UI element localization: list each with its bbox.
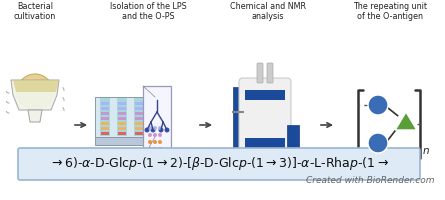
Text: n: n <box>423 146 429 156</box>
Circle shape <box>368 95 388 115</box>
FancyBboxPatch shape <box>257 63 263 83</box>
Text: $\rightarrow$6)-$\alpha$-D-Glc$\mathit{p}$-(1$\rightarrow$2)-[$\beta$-D-Glc$\mat: $\rightarrow$6)-$\alpha$-D-Glc$\mathit{p… <box>49 156 389 172</box>
FancyBboxPatch shape <box>245 138 285 152</box>
FancyBboxPatch shape <box>279 160 283 172</box>
FancyBboxPatch shape <box>239 78 291 166</box>
Text: The repeating unit
of the O-antigen: The repeating unit of the O-antigen <box>353 2 427 21</box>
FancyBboxPatch shape <box>117 98 127 136</box>
FancyBboxPatch shape <box>143 86 171 158</box>
FancyBboxPatch shape <box>101 132 109 135</box>
Text: Isolation of the LPS
and the O-PS: Isolation of the LPS and the O-PS <box>109 2 186 21</box>
FancyBboxPatch shape <box>100 98 110 136</box>
FancyBboxPatch shape <box>95 97 155 137</box>
Circle shape <box>148 133 152 137</box>
Circle shape <box>148 147 152 151</box>
FancyBboxPatch shape <box>118 117 126 120</box>
FancyBboxPatch shape <box>269 160 273 172</box>
FancyBboxPatch shape <box>101 122 109 125</box>
FancyBboxPatch shape <box>287 125 299 147</box>
FancyBboxPatch shape <box>267 63 273 83</box>
FancyBboxPatch shape <box>118 107 126 110</box>
FancyBboxPatch shape <box>101 102 109 105</box>
Text: Bacterial
cultivation: Bacterial cultivation <box>14 2 56 21</box>
FancyBboxPatch shape <box>101 127 109 130</box>
FancyBboxPatch shape <box>118 127 126 130</box>
FancyBboxPatch shape <box>118 132 126 135</box>
Circle shape <box>145 128 150 132</box>
Circle shape <box>158 128 163 132</box>
Circle shape <box>158 147 162 151</box>
Circle shape <box>153 126 157 130</box>
Circle shape <box>148 140 152 144</box>
FancyBboxPatch shape <box>118 112 126 115</box>
FancyBboxPatch shape <box>135 122 143 125</box>
Text: Chemical and NMR
analysis: Chemical and NMR analysis <box>230 2 306 21</box>
Circle shape <box>158 133 162 137</box>
FancyBboxPatch shape <box>245 90 285 100</box>
FancyBboxPatch shape <box>135 107 143 110</box>
Circle shape <box>153 147 157 151</box>
FancyBboxPatch shape <box>101 117 109 120</box>
FancyBboxPatch shape <box>247 160 251 172</box>
Circle shape <box>153 133 157 137</box>
Polygon shape <box>13 80 59 92</box>
Circle shape <box>158 126 162 130</box>
FancyBboxPatch shape <box>101 112 109 115</box>
FancyBboxPatch shape <box>101 107 109 110</box>
Circle shape <box>165 128 170 132</box>
FancyBboxPatch shape <box>135 127 143 130</box>
FancyBboxPatch shape <box>135 112 143 115</box>
FancyBboxPatch shape <box>258 160 262 172</box>
FancyBboxPatch shape <box>135 132 143 135</box>
FancyBboxPatch shape <box>18 148 420 180</box>
Polygon shape <box>28 110 42 122</box>
Polygon shape <box>395 112 417 130</box>
Polygon shape <box>11 80 59 110</box>
Circle shape <box>158 140 162 144</box>
Circle shape <box>150 128 155 132</box>
FancyBboxPatch shape <box>118 102 126 105</box>
Circle shape <box>17 74 53 110</box>
FancyBboxPatch shape <box>135 117 143 120</box>
FancyBboxPatch shape <box>134 98 144 136</box>
Circle shape <box>19 78 39 98</box>
FancyBboxPatch shape <box>233 87 243 152</box>
Circle shape <box>368 133 388 153</box>
FancyBboxPatch shape <box>135 102 143 105</box>
Circle shape <box>148 126 152 130</box>
Text: Created with BioRender.com: Created with BioRender.com <box>307 176 435 185</box>
Circle shape <box>153 140 157 144</box>
FancyBboxPatch shape <box>118 122 126 125</box>
FancyBboxPatch shape <box>95 137 155 145</box>
